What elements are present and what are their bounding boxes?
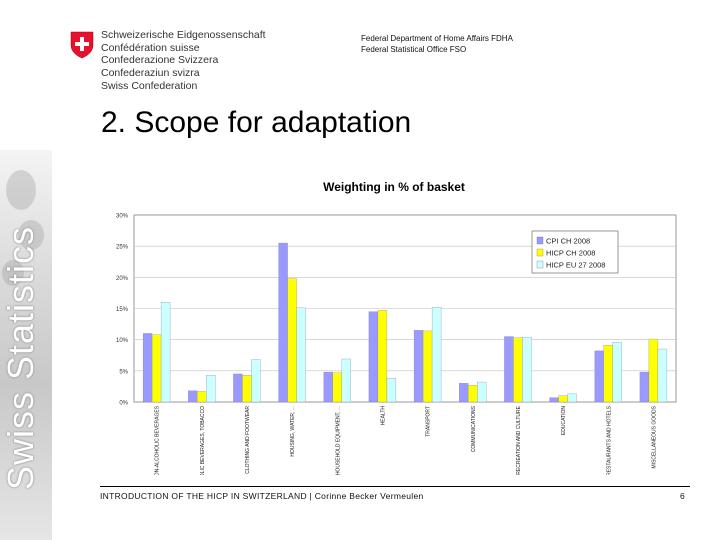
bar xyxy=(242,375,252,403)
x-category-label: HEALTH xyxy=(380,406,386,426)
chart-title: Weighting in % of basket xyxy=(323,180,465,194)
bar xyxy=(368,311,379,403)
bar xyxy=(206,375,216,403)
y-tick-label: 30% xyxy=(116,214,129,220)
department-name: Federal Department of Home Affairs FDHA xyxy=(361,34,513,43)
y-tick-label: 25% xyxy=(116,245,129,251)
x-category-label: CLOTHING AND FOOTWEAR xyxy=(245,406,251,474)
x-category-label: TRANSPORT xyxy=(426,406,432,437)
bar xyxy=(468,385,478,403)
bar xyxy=(296,307,306,403)
x-category-label: HOUSING, WATER, ... xyxy=(290,406,296,457)
bar xyxy=(639,371,650,403)
legend-label: CPI CH 2008 xyxy=(546,237,590,246)
office-name: Federal Statistical Office FSO xyxy=(361,45,467,54)
y-tick-label: 15% xyxy=(116,307,129,313)
bar xyxy=(657,348,668,403)
swiss-crest-icon xyxy=(70,31,94,59)
legend-box xyxy=(531,230,619,274)
legend-label: HICP CH 2008 xyxy=(546,249,595,258)
bar xyxy=(549,397,559,403)
y-tick-label: 5% xyxy=(119,369,128,375)
x-category-label: RECREATION AND CULTURE xyxy=(516,405,522,474)
x-category-label: RESTAURANTS AND HOTELS xyxy=(606,405,612,475)
legend-swatch xyxy=(536,248,544,257)
swiss-confederation-label: Swiss Confederation xyxy=(101,80,198,92)
x-category-label: FURNISHINGS, HOUSEHOLD EQUIPMENT, ... xyxy=(335,406,341,475)
x-category-label: COMMUNICATIONS xyxy=(471,405,477,452)
x-category-label: EDUCATION xyxy=(561,406,567,435)
confederation-line: Confederazione Svizzera xyxy=(101,54,219,66)
x-category-label: ALCOHOLIC BEVERAGES, TOBACCO xyxy=(200,406,206,475)
page-number: 6 xyxy=(680,491,685,501)
bar xyxy=(558,395,568,403)
bar xyxy=(377,310,388,403)
bar xyxy=(522,337,532,403)
bar xyxy=(648,338,659,403)
bar xyxy=(567,393,577,403)
bar xyxy=(603,345,613,403)
sidebar-photo-shape xyxy=(6,170,36,210)
y-tick-label: 10% xyxy=(116,338,129,344)
bar xyxy=(612,342,622,403)
bar xyxy=(332,372,342,403)
confederation-line: Confédération suisse xyxy=(101,41,200,54)
bar xyxy=(386,378,397,403)
bar xyxy=(160,302,171,403)
confederation-line: Confederaziun svizra xyxy=(101,66,200,79)
bar xyxy=(142,333,153,403)
swiss-statistics-brand-text: Swiss Statistics xyxy=(0,225,41,490)
bar xyxy=(341,358,351,403)
y-tick-label: 0% xyxy=(119,401,128,407)
y-tick-label: 20% xyxy=(116,276,129,282)
legend-swatch xyxy=(536,260,544,269)
legend-label: HICP EU 27 2008 xyxy=(546,261,605,270)
bar xyxy=(459,383,469,403)
bar xyxy=(233,373,243,403)
sidebar-photo-shape xyxy=(18,220,44,250)
slide-title: 2. Scope for adaptation xyxy=(101,106,412,139)
confederation-names: Schweizerische Eidgenossenschaft Confédé… xyxy=(101,29,266,79)
bar xyxy=(431,307,442,403)
bar xyxy=(287,278,297,403)
bar xyxy=(422,330,433,403)
bar xyxy=(251,359,261,403)
bar xyxy=(504,336,514,403)
sidebar-photo-shape xyxy=(2,260,24,286)
department-info: Federal Department of Home Affairs FDHA … xyxy=(361,33,513,55)
bar xyxy=(413,330,424,403)
x-category-label: FOOD AND NON-ALCOHOLIC BEVERAGES xyxy=(155,405,161,475)
footer-divider xyxy=(100,486,690,487)
bar xyxy=(477,381,487,403)
bar xyxy=(151,334,162,403)
weighting-bar-chart: Weighting in % of basket 0% 5% 10% 15% 20% 25… xyxy=(116,180,677,475)
bar xyxy=(197,391,207,403)
footer-text: INTRODUCTION OF THE HICP IN SWITZERLAND … xyxy=(100,491,424,501)
bar xyxy=(323,371,333,403)
bar xyxy=(278,242,288,403)
bar xyxy=(188,390,198,403)
bar xyxy=(594,350,604,403)
legend-swatch xyxy=(536,236,544,245)
x-category-label: MISCELLANEOUS GOODS xyxy=(651,405,657,468)
swiss-statistics-sidebar: Swiss Statistics xyxy=(0,150,52,540)
confederation-line: Schweizerische Eidgenossenschaft xyxy=(101,29,266,41)
bar xyxy=(513,337,523,403)
